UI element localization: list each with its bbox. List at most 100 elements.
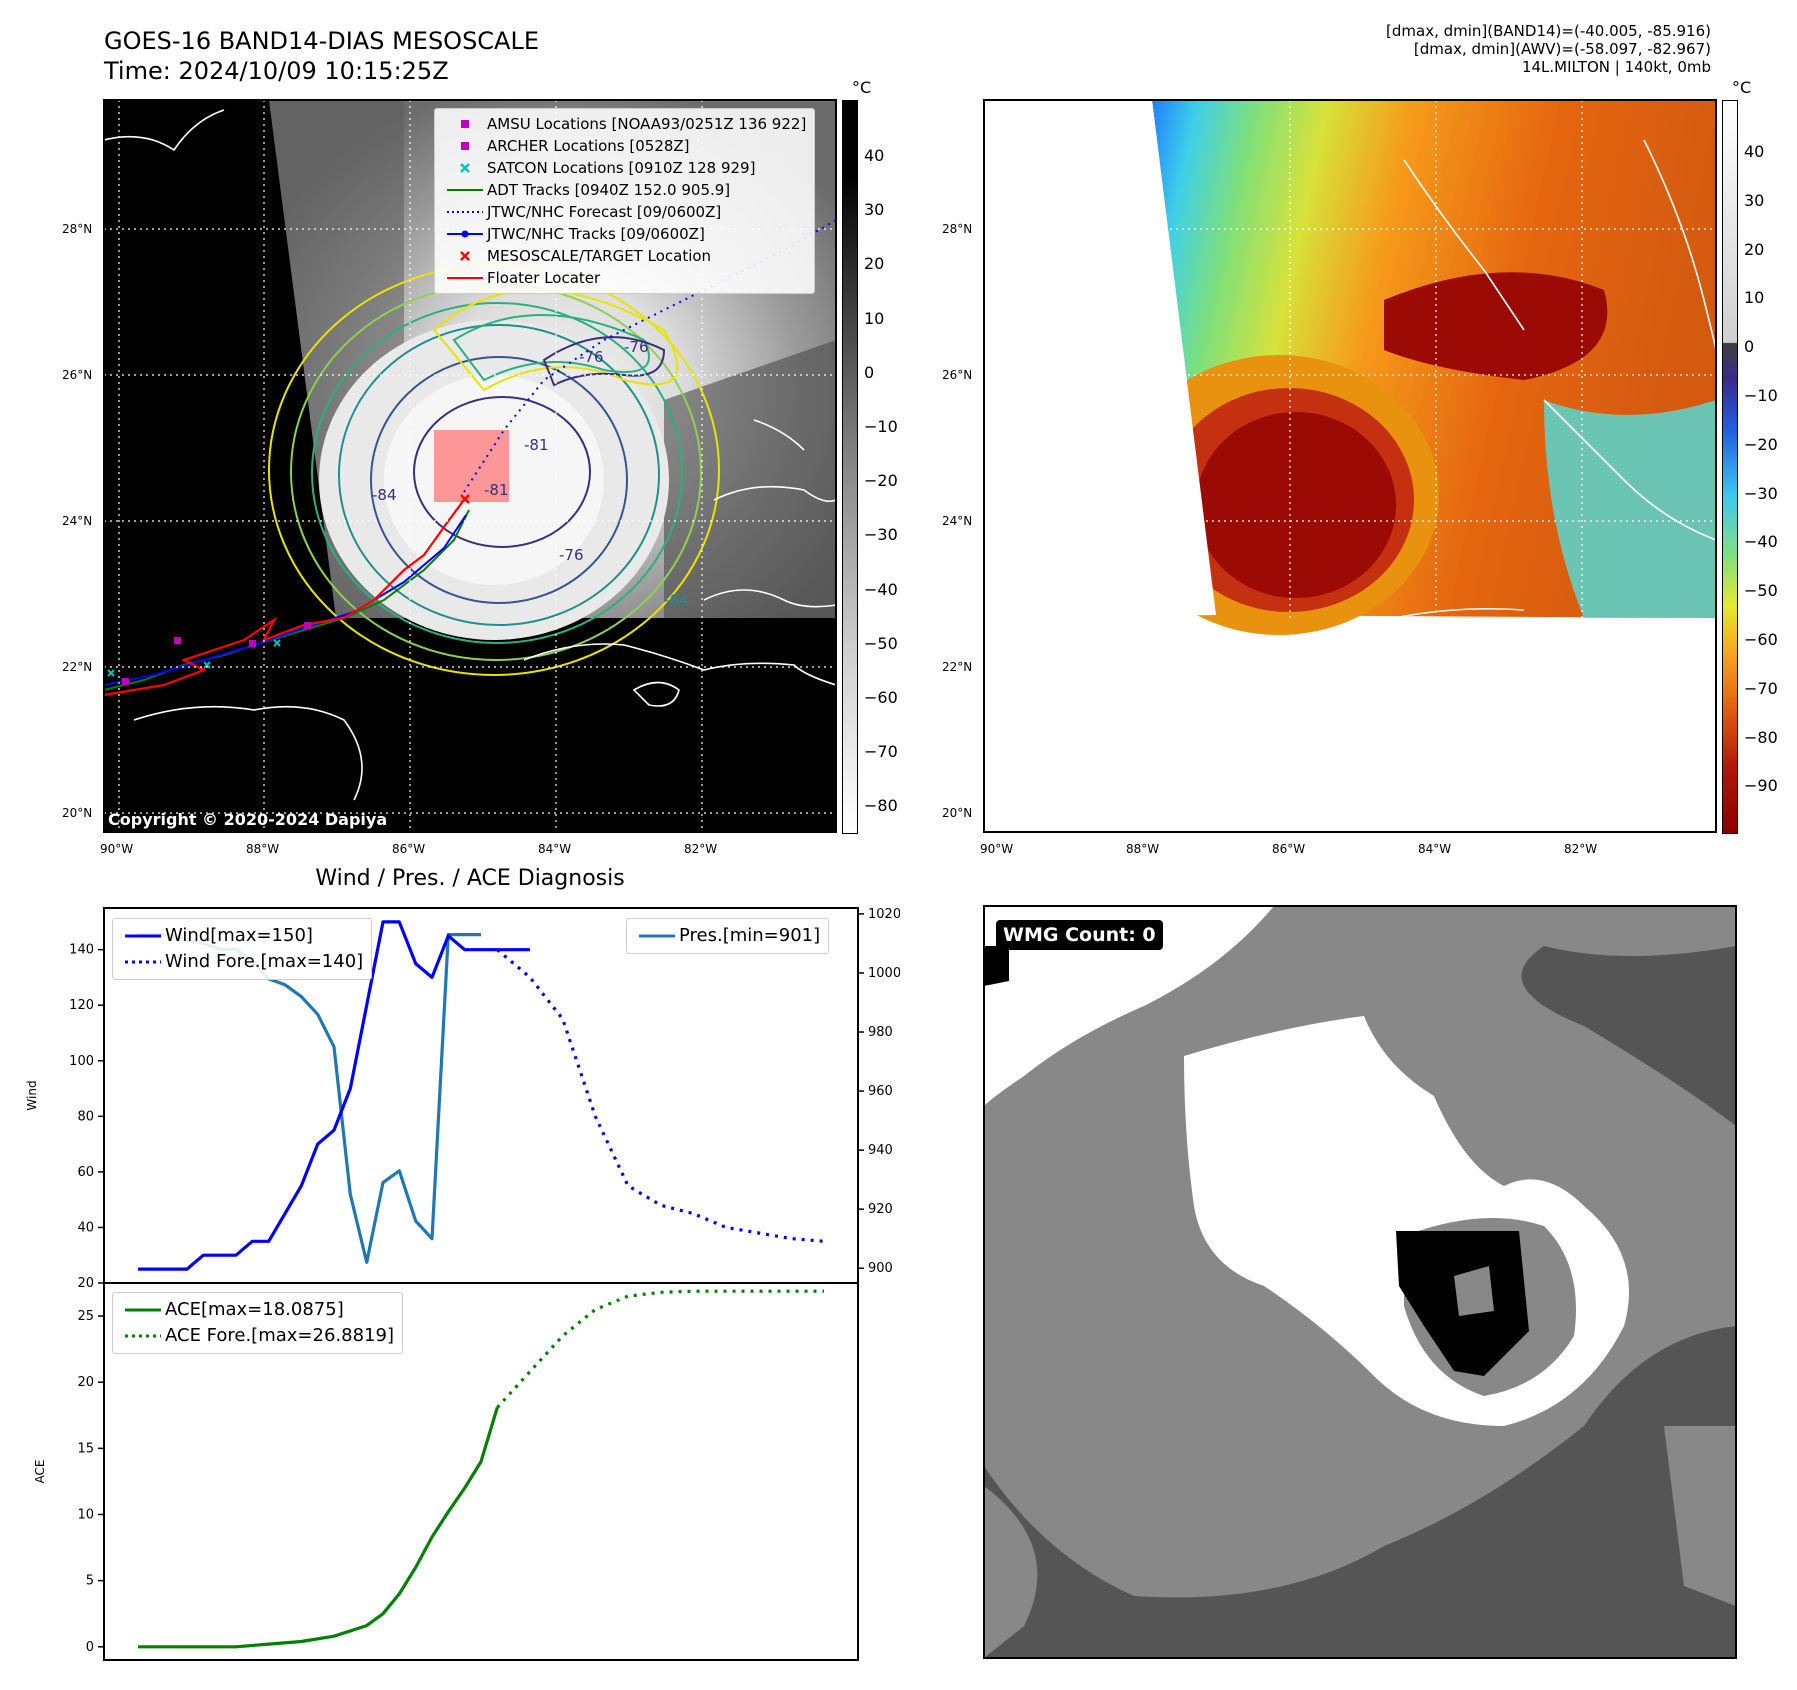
legend-item: JTWC/NHC Tracks [09/0600Z] <box>443 223 806 245</box>
colorbar-tick-label: −10 <box>864 417 898 436</box>
colorbar-tick-label: −40 <box>864 579 898 599</box>
colorbar-tick-label: −50 <box>1744 581 1778 601</box>
contour-label: -76 <box>559 546 584 564</box>
legend-item: ADT Tracks [0940Z 152.0 905.9] <box>447 181 731 199</box>
contour-label: -76 <box>579 348 604 366</box>
lon-tick: 82°W <box>1564 842 1598 856</box>
gray-colorbar <box>842 100 858 834</box>
wmg-panel: WMG Count: 0 <box>984 906 1736 1658</box>
ace-tick-label: 10 <box>77 1507 94 1522</box>
legend-item: Wind Fore.[max=140] <box>125 951 364 972</box>
colorbar-tick-label: 40 <box>864 146 885 165</box>
wind-tick-label: 40 <box>77 1220 94 1235</box>
gray-colorbar-unit: °C <box>852 78 872 97</box>
legend-item: SATCON Locations [0910Z 128 929] <box>443 157 806 179</box>
ace-axis-label: ACE <box>33 1460 47 1484</box>
lon-tick: 82°W <box>684 842 718 856</box>
wind-tick-label: 140 <box>69 943 94 958</box>
lat-tick: 22°N <box>942 660 973 674</box>
lon-tick: 84°W <box>538 842 572 856</box>
ace-tick-label: 15 <box>77 1441 94 1456</box>
colorbar-tick-label: −70 <box>864 742 898 762</box>
colorbar-tick-label: −20 <box>864 471 898 491</box>
ace-legend: ACE[max=18.0875] ACE Fore.[max=26.8819] <box>112 1292 403 1354</box>
ace-line <box>138 1407 499 1649</box>
pressure-tick-label: 980 <box>868 1025 893 1040</box>
colorbar-tick-label: −80 <box>1744 727 1778 747</box>
colorbar-tick-label: 30 <box>864 200 885 220</box>
colorbar-tick-label: −60 <box>864 688 898 707</box>
color-colorbar <box>1722 100 1738 834</box>
pressure-tick-label: 900 <box>868 1261 893 1276</box>
lat-tick: 20°N <box>942 806 973 820</box>
legend-item: Wind[max=150] <box>125 925 313 946</box>
wmg-count-badge: WMG Count: 0 <box>996 920 1163 950</box>
colorbar-tick-label: −90 <box>1744 776 1778 796</box>
wind-axis-label: Wind <box>25 1080 39 1110</box>
stats-line-3: 14L.MILTON | 140kt, 0mb <box>1521 58 1711 76</box>
colorbar-tick-label: −20 <box>1744 434 1778 454</box>
colorbar-tick-label: 20 <box>864 254 885 274</box>
pressure-tick-label: 920 <box>868 1202 893 1217</box>
lat-tick: 28°N <box>942 222 973 236</box>
lon-tick: 84°W <box>1418 842 1452 856</box>
wind-legend: Wind[max=150] Wind Fore.[max=140] <box>112 918 373 980</box>
target-marker <box>460 494 470 504</box>
color-map-image <box>984 100 1716 635</box>
figure-title: GOES-16 BAND14-DIAS MESOSCALE Time: 2024… <box>104 26 539 86</box>
wind-tick-label: 20 <box>77 1276 94 1291</box>
lon-tick: 90°W <box>980 842 1014 856</box>
legend-item: JTWC/NHC Forecast [09/0600Z] <box>447 203 722 221</box>
contour-label: -64 <box>664 591 689 609</box>
lon-tick: 86°W <box>392 842 426 856</box>
lat-tick: 22°N <box>62 660 93 674</box>
title-line-1: GOES-16 BAND14-DIAS MESOSCALE <box>104 27 540 55</box>
legend-item: Floater Locater <box>447 269 601 287</box>
color-map-frame <box>983 99 1717 833</box>
contour-label: -84 <box>372 486 397 504</box>
contour-label: -76 <box>624 338 649 356</box>
colorbar-tick-label: −70 <box>1744 678 1778 698</box>
colorbar-tick-label: 20 <box>1744 239 1765 259</box>
pressure-tick-label: 960 <box>868 1084 893 1099</box>
pressure-line <box>138 932 481 1264</box>
wmg-frame <box>983 905 1737 1659</box>
colorbar-tick-label: −30 <box>864 525 898 545</box>
ace-tick-label: 0 <box>86 1640 94 1655</box>
contour-label: -81 <box>484 481 509 499</box>
lat-tick: 24°N <box>942 514 973 528</box>
ace-tick-label: 5 <box>86 1574 94 1589</box>
wind-tick-label: 80 <box>77 1109 94 1124</box>
diagnosis-chart: 2040608010012014090092094096098010001020… <box>25 907 900 1661</box>
stats-line-1: [dmax, dmin](BAND14)=(-40.005, -85.916) <box>1386 22 1711 40</box>
ace-tick-label: 20 <box>77 1375 94 1390</box>
colorbar-tick-label: 0 <box>864 362 875 382</box>
pressure-legend: Pres.[min=901] <box>626 918 830 954</box>
wind-tick-label: 60 <box>77 1165 94 1180</box>
legend-item: ARCHER Locations [0528Z] <box>443 135 806 157</box>
ace-forecast-line <box>496 1289 824 1409</box>
lon-tick: 86°W <box>1272 842 1306 856</box>
colorbar-tick-label: 40 <box>1744 142 1765 161</box>
ace-tick-label: 25 <box>77 1309 94 1324</box>
wind-tick-label: 100 <box>69 1054 94 1069</box>
legend-item: AMSU Locations [NOAA93/0251Z 136 922] <box>443 113 806 135</box>
diagnosis-title: Wind / Pres. / ACE Diagnosis <box>315 866 625 891</box>
colorbar-tick-label: −50 <box>864 633 898 653</box>
wind-line <box>138 920 530 1271</box>
colorbar-tick-label: −10 <box>1744 386 1778 405</box>
colorbar-tick-label: 10 <box>864 308 885 328</box>
ace-axes <box>103 1282 859 1661</box>
pressure-tick-label: 940 <box>868 1143 893 1158</box>
colorbar-tick-label: −80 <box>864 796 898 816</box>
colorbar-tick-label: 0 <box>1744 337 1755 357</box>
title-line-2: Time: 2024/10/09 10:15:25Z <box>104 57 449 85</box>
lon-tick: 90°W <box>100 842 134 856</box>
color-map-panel <box>984 100 1716 832</box>
lat-tick: 28°N <box>62 222 93 236</box>
lat-tick: 24°N <box>62 514 93 528</box>
lon-tick: 88°W <box>1126 842 1160 856</box>
contour-label: -81 <box>524 436 549 454</box>
wmg-image <box>984 906 1736 1658</box>
colorbar-tick-label: 10 <box>1744 288 1765 308</box>
